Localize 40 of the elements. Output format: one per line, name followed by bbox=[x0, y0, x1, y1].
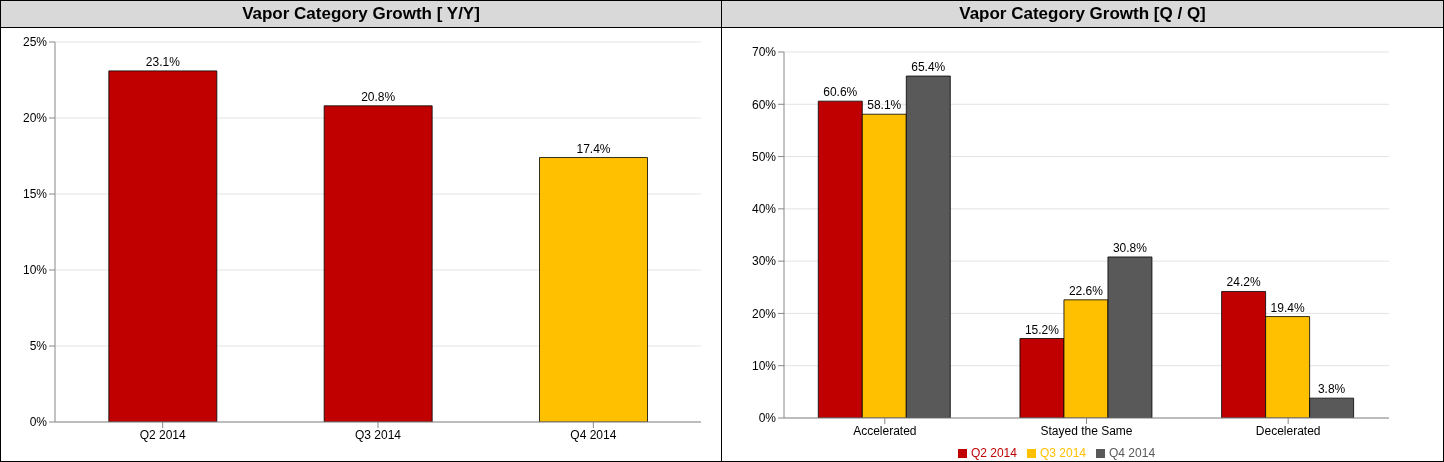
chart-title: Vapor Category Growth [ Y/Y] bbox=[1, 1, 721, 28]
y-tick-label: 25% bbox=[22, 35, 48, 50]
chart-title: Vapor Category Growth [Q / Q] bbox=[722, 1, 1443, 28]
data-label: 30.8% bbox=[1112, 240, 1148, 255]
legend-label: Q3 2014 bbox=[1039, 446, 1087, 460]
data-label: 17.4% bbox=[576, 141, 611, 156]
bar bbox=[108, 70, 218, 422]
data-label: 23.1% bbox=[145, 54, 181, 69]
y-tick-label: 0% bbox=[758, 411, 777, 426]
bar bbox=[323, 105, 433, 422]
data-label: 20.8% bbox=[361, 89, 396, 104]
y-tick-label: 10% bbox=[22, 263, 48, 278]
y-tick-label: 20% bbox=[22, 111, 48, 126]
x-tick-label: Q3 2014 bbox=[354, 427, 402, 442]
data-label: 24.2% bbox=[1226, 275, 1261, 290]
data-label: 15.2% bbox=[1024, 322, 1060, 337]
y-tick-label: 5% bbox=[29, 339, 48, 354]
y-tick-label: 70% bbox=[751, 45, 777, 60]
legend-label: Q2 2014 bbox=[970, 446, 1017, 460]
x-tick-label: Q4 2014 bbox=[570, 427, 617, 442]
data-label: 19.4% bbox=[1270, 300, 1305, 315]
y-tick-label: 10% bbox=[751, 358, 777, 373]
x-tick-label: Accelerated bbox=[853, 423, 917, 438]
bar bbox=[539, 157, 648, 422]
y-tick-label: 60% bbox=[751, 97, 777, 112]
data-label: 60.6% bbox=[823, 85, 858, 100]
x-tick-label: Decelerated bbox=[1255, 423, 1321, 438]
x-tick-label: Q2 2014 bbox=[139, 427, 187, 442]
x-tick-label: Stayed the Same bbox=[1040, 423, 1133, 438]
y-tick-label: 15% bbox=[22, 187, 48, 202]
legend-label: Q4 2014 bbox=[1109, 446, 1156, 460]
y-tick-label: 0% bbox=[29, 415, 48, 430]
data-label: 65.4% bbox=[911, 60, 946, 75]
y-tick-label: 50% bbox=[751, 149, 777, 164]
data-label: 3.8% bbox=[1317, 382, 1346, 397]
y-tick-label: 20% bbox=[751, 306, 777, 321]
data-label: 58.1% bbox=[867, 98, 902, 113]
y-tick-label: 30% bbox=[751, 254, 777, 269]
y-tick-label: 40% bbox=[751, 202, 777, 217]
data-label: 22.6% bbox=[1068, 283, 1104, 298]
